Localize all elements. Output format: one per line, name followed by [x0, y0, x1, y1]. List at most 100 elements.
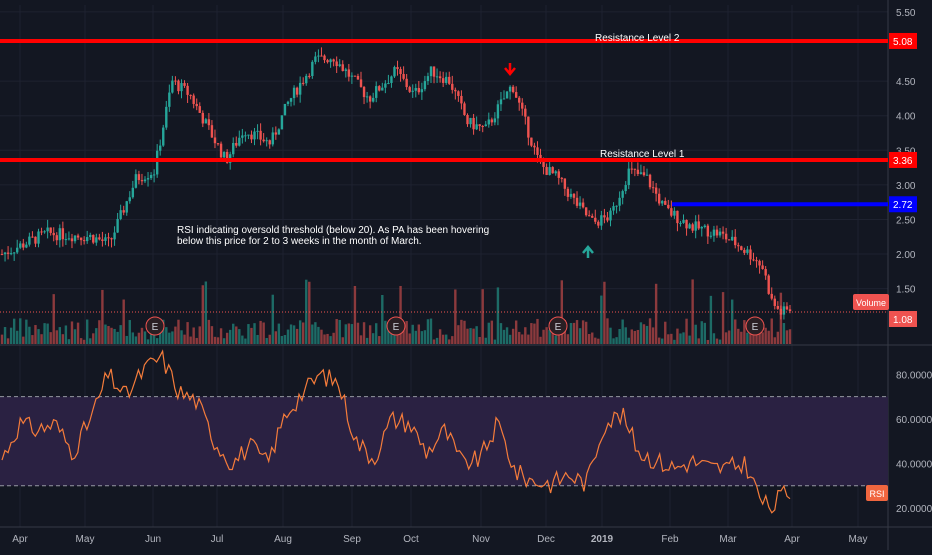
candle-body: [752, 259, 755, 261]
candle-body: [140, 180, 144, 182]
candle-body: [25, 244, 28, 248]
candle-body: [527, 116, 530, 138]
candle-body: [308, 75, 311, 77]
candle-body: [12, 252, 16, 254]
volume-bar: [271, 294, 274, 344]
volume-bar: [530, 323, 533, 344]
candle-body: [627, 168, 630, 186]
candle-body: [591, 215, 594, 218]
candle-body: [654, 187, 658, 194]
candle-body: [770, 293, 773, 299]
candle-body: [624, 185, 627, 192]
volume-bar: [180, 330, 183, 344]
candle-body: [101, 239, 104, 241]
candle-body: [371, 97, 375, 102]
candle-body: [19, 243, 22, 248]
candle-body: [329, 59, 332, 63]
level-1-label: Resistance Level 1: [600, 149, 685, 160]
volume-bar: [752, 332, 755, 344]
volume-bar: [198, 326, 201, 344]
time-axis-label: Dec: [537, 534, 555, 545]
volume-bar: [429, 318, 433, 344]
volume-bar: [104, 324, 107, 344]
candle-body: [712, 229, 716, 236]
candle-body: [92, 234, 95, 243]
volume-bar: [335, 319, 338, 344]
volume-bar: [274, 331, 278, 344]
candle-body: [630, 168, 633, 170]
time-axis-label: May: [76, 534, 95, 545]
volume-bar: [441, 334, 445, 344]
volume-bar: [128, 320, 131, 344]
volume-bar: [247, 324, 250, 344]
earnings-marker-label: E: [152, 322, 159, 333]
candle-body: [317, 55, 320, 57]
volume-bar: [89, 338, 92, 344]
volume-bar: [143, 331, 147, 344]
candle-body: [159, 145, 162, 151]
time-axis-label: Mar: [719, 534, 737, 545]
volume-bar: [581, 320, 585, 344]
volume-bar: [603, 281, 606, 344]
volume-bar: [612, 338, 615, 344]
candle-body: [89, 234, 92, 238]
candle-body: [773, 298, 776, 306]
volume-bar: [578, 328, 582, 344]
candle-body: [399, 69, 402, 75]
candle-body: [79, 237, 83, 241]
volume-bar: [633, 330, 637, 344]
candle-body: [335, 61, 338, 67]
volume-bar: [539, 336, 542, 344]
volume-bar: [381, 294, 384, 344]
volume-bar: [740, 331, 743, 344]
candle-body: [685, 219, 688, 229]
candle-body: [536, 147, 539, 155]
volume-bar: [545, 327, 548, 344]
volume-bar: [235, 326, 238, 344]
volume-bar: [207, 319, 211, 344]
candle-body: [475, 124, 478, 130]
volume-bar: [408, 333, 411, 344]
candle-body: [676, 210, 679, 224]
candle-body: [481, 126, 484, 128]
candle-body: [445, 76, 448, 83]
volume-bar: [712, 333, 716, 344]
earnings-marker-label: E: [752, 322, 759, 333]
candle-body: [204, 119, 208, 124]
volume-bar: [627, 337, 630, 344]
volume-bar: [639, 322, 643, 344]
price-tick-label: 1.50: [896, 285, 916, 296]
candle-body: [518, 97, 521, 103]
volume-bar: [283, 335, 287, 344]
candle-body: [633, 168, 637, 170]
candle-body: [533, 145, 536, 148]
time-axis-label: Jul: [211, 534, 224, 545]
volume-bar: [536, 318, 539, 344]
annotation-line-2: below this price for 2 to 3 weeks in the…: [177, 236, 422, 247]
candle-body: [639, 172, 643, 174]
volume-bar: [508, 334, 512, 344]
volume-bar: [438, 329, 442, 344]
candle-body: [210, 125, 214, 138]
volume-bar: [527, 334, 530, 344]
price-tick-label: 2.00: [896, 250, 916, 261]
volume-bar: [259, 320, 262, 344]
volume-bar: [463, 320, 466, 344]
candle-body: [724, 233, 728, 240]
candle-body: [295, 87, 299, 95]
volume-bar: [113, 328, 116, 344]
volume-bar: [125, 335, 128, 344]
volume-bar: [642, 324, 646, 344]
candle-body: [621, 191, 624, 198]
candle-body: [40, 231, 43, 233]
volume-bar: [228, 329, 232, 344]
candle-body: [700, 226, 703, 229]
volume-bar: [222, 338, 226, 344]
earnings-marker-icon: [548, 316, 568, 336]
volume-bar: [192, 327, 195, 344]
candle-body: [505, 91, 509, 99]
volume-bar: [101, 289, 104, 344]
candle-body: [381, 87, 384, 91]
volume-bar: [706, 339, 710, 344]
